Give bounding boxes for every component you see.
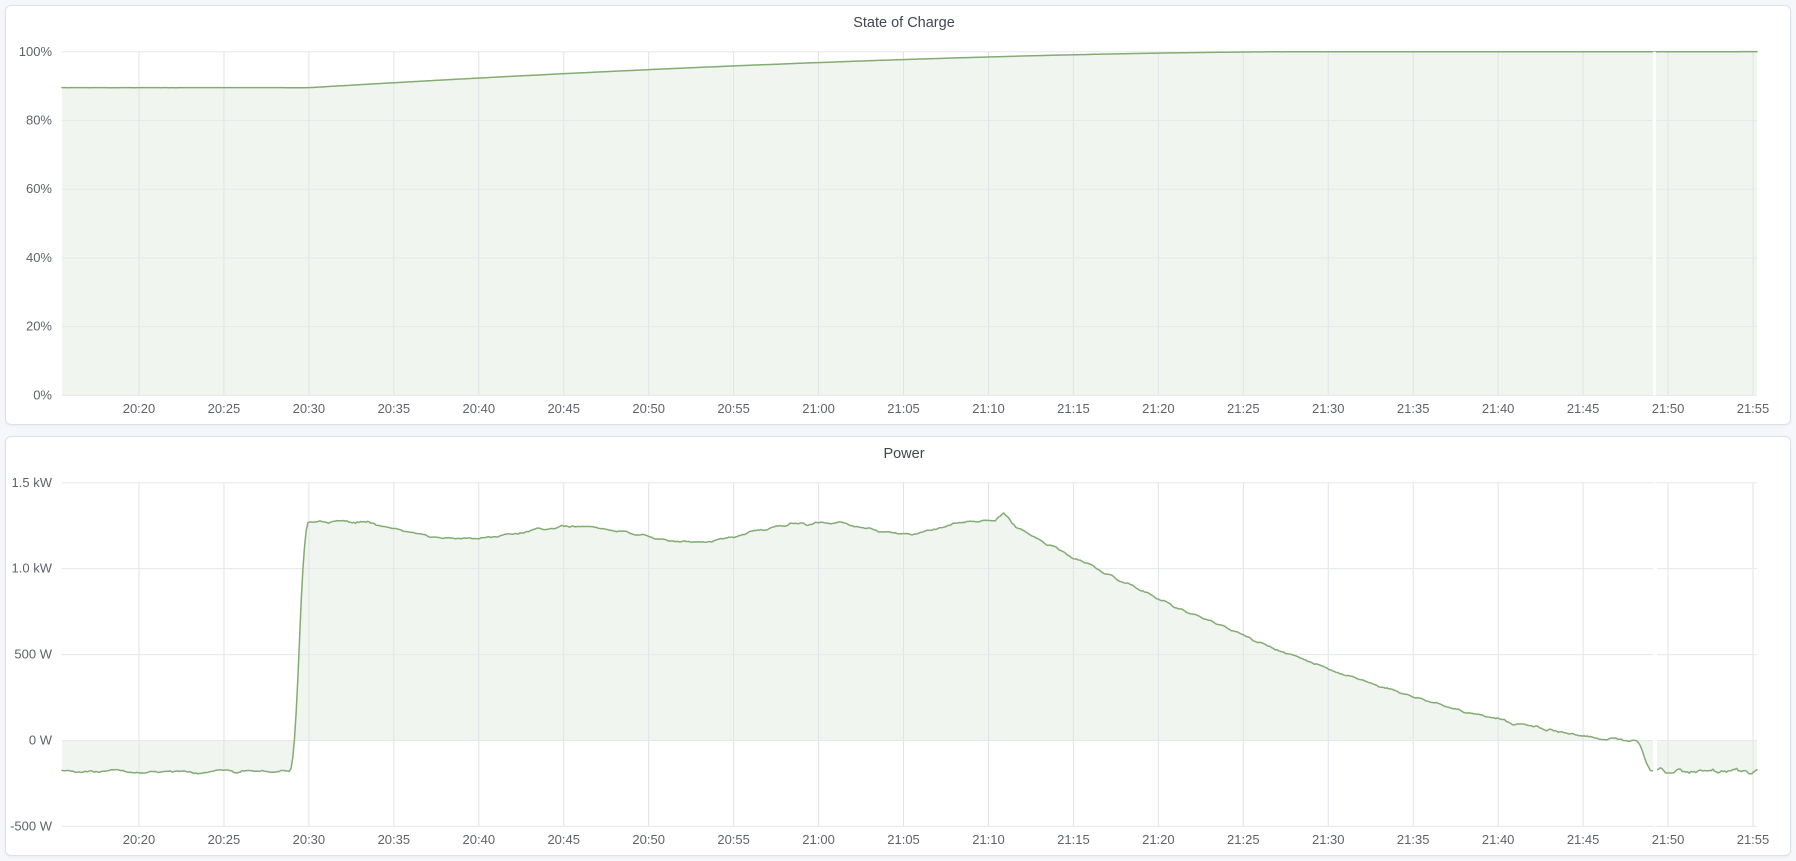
- svg-text:21:15: 21:15: [1057, 401, 1090, 416]
- svg-text:40%: 40%: [26, 250, 52, 265]
- svg-text:20:50: 20:50: [632, 401, 665, 416]
- svg-text:20:35: 20:35: [377, 832, 410, 847]
- svg-text:20:50: 20:50: [632, 832, 665, 847]
- svg-text:20:30: 20:30: [292, 401, 325, 416]
- svg-text:20:55: 20:55: [717, 832, 750, 847]
- svg-text:21:30: 21:30: [1312, 401, 1345, 416]
- svg-text:0 W: 0 W: [29, 733, 53, 748]
- svg-text:1.5 kW: 1.5 kW: [11, 475, 52, 490]
- svg-text:500 W: 500 W: [14, 647, 52, 662]
- svg-text:21:50: 21:50: [1651, 401, 1684, 416]
- svg-text:21:00: 21:00: [802, 401, 835, 416]
- svg-text:21:05: 21:05: [887, 832, 920, 847]
- svg-text:60%: 60%: [26, 181, 52, 196]
- svg-text:20%: 20%: [26, 318, 52, 333]
- svg-text:21:20: 21:20: [1142, 832, 1175, 847]
- svg-text:Power: Power: [883, 446, 924, 462]
- svg-text:21:15: 21:15: [1057, 832, 1090, 847]
- svg-text:1.0 kW: 1.0 kW: [11, 561, 52, 576]
- svg-text:21:40: 21:40: [1482, 401, 1515, 416]
- svg-text:State of Charge: State of Charge: [853, 15, 955, 31]
- svg-text:21:00: 21:00: [802, 832, 835, 847]
- svg-text:21:10: 21:10: [972, 832, 1005, 847]
- svg-text:21:25: 21:25: [1227, 832, 1260, 847]
- svg-text:20:25: 20:25: [207, 401, 240, 416]
- svg-text:21:10: 21:10: [972, 401, 1005, 416]
- svg-text:100%: 100%: [18, 43, 52, 58]
- svg-text:21:55: 21:55: [1736, 401, 1769, 416]
- svg-text:21:05: 21:05: [887, 401, 920, 416]
- svg-text:20:25: 20:25: [207, 832, 240, 847]
- svg-text:20:20: 20:20: [122, 832, 155, 847]
- svg-text:20:30: 20:30: [292, 832, 325, 847]
- svg-text:21:45: 21:45: [1567, 401, 1600, 416]
- svg-text:-500 W: -500 W: [10, 819, 53, 834]
- svg-text:80%: 80%: [26, 112, 52, 127]
- svg-text:20:35: 20:35: [377, 401, 410, 416]
- svg-text:20:20: 20:20: [122, 401, 155, 416]
- svg-text:20:40: 20:40: [462, 832, 495, 847]
- svg-text:21:50: 21:50: [1651, 832, 1684, 847]
- svg-text:21:20: 21:20: [1142, 401, 1175, 416]
- svg-text:20:45: 20:45: [547, 832, 580, 847]
- svg-text:20:40: 20:40: [462, 401, 495, 416]
- svg-text:20:55: 20:55: [717, 401, 750, 416]
- svg-text:20:45: 20:45: [547, 401, 580, 416]
- svg-text:21:40: 21:40: [1482, 832, 1515, 847]
- svg-text:21:25: 21:25: [1227, 401, 1260, 416]
- svg-text:21:35: 21:35: [1397, 401, 1430, 416]
- svg-text:21:35: 21:35: [1397, 832, 1430, 847]
- svg-text:21:30: 21:30: [1312, 832, 1345, 847]
- svg-text:21:55: 21:55: [1736, 832, 1769, 847]
- svg-text:21:45: 21:45: [1567, 832, 1600, 847]
- svg-text:0%: 0%: [33, 387, 52, 402]
